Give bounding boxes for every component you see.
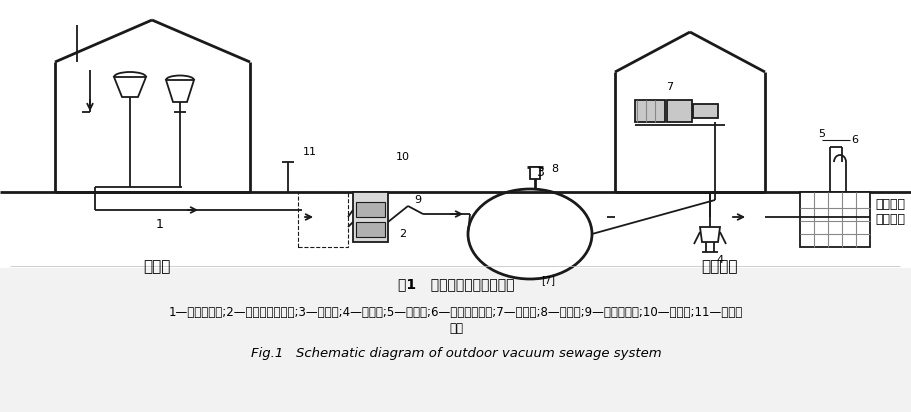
- Text: Fig.1   Schematic diagram of outdoor vacuum sewage system: Fig.1 Schematic diagram of outdoor vacuu…: [251, 347, 660, 360]
- Text: 1—重力排出管;2—真空支管或主管;3—真空罐;4—污水泵;5—透气管;6—除臭生物滤池;7—真空泵;8—检查孔;9—真空排出管;10—收集箱;11—污水检: 1—重力排出管;2—真空支管或主管;3—真空罐;4—污水泵;5—透气管;6—除臭…: [169, 306, 742, 318]
- Bar: [529, 167, 539, 179]
- Bar: [692, 104, 717, 118]
- Text: 2: 2: [399, 229, 406, 239]
- Text: 排至市政
污水管道: 排至市政 污水管道: [874, 198, 904, 226]
- Text: 11: 11: [302, 147, 317, 157]
- Ellipse shape: [467, 189, 591, 279]
- Text: 图1   室外真空排水系统示意: 图1 室外真空排水系统示意: [397, 277, 514, 291]
- Bar: [353, 192, 387, 242]
- Bar: [0, 268, 911, 412]
- Text: 3: 3: [536, 166, 543, 178]
- Text: 建筑物: 建筑物: [143, 260, 170, 274]
- Bar: [666, 100, 691, 122]
- Bar: [799, 192, 869, 247]
- Bar: [355, 222, 384, 237]
- Bar: [634, 100, 664, 122]
- Text: 4: 4: [716, 255, 722, 265]
- Bar: [298, 192, 348, 247]
- Text: 6: 6: [851, 135, 857, 145]
- Bar: [355, 202, 384, 217]
- Bar: [0, 0, 911, 268]
- Text: 10: 10: [395, 152, 410, 162]
- Text: 查井: 查井: [448, 321, 463, 335]
- Text: 1: 1: [156, 218, 164, 230]
- Text: 真空泵站: 真空泵站: [701, 260, 737, 274]
- Text: 8: 8: [551, 164, 558, 174]
- Text: 9: 9: [414, 195, 421, 205]
- Text: 5: 5: [817, 129, 824, 139]
- Text: 7: 7: [666, 82, 673, 92]
- Text: [7]: [7]: [540, 275, 555, 285]
